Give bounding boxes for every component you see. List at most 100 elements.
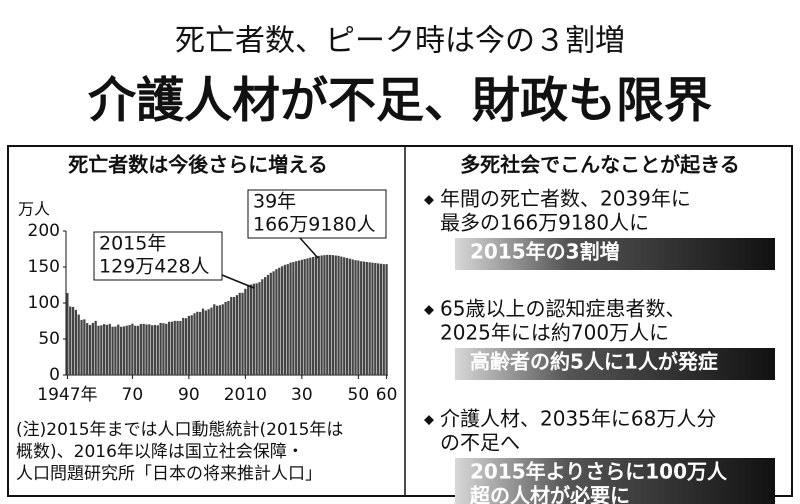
bar: [153, 324, 157, 375]
bar: [371, 262, 374, 375]
note: (注)2015年までは人口動態統計(2015年は: [16, 420, 343, 440]
bar: [306, 258, 309, 375]
annotation-leader: [221, 274, 255, 289]
note: 概数)、2016年以降は国立社会保障・: [16, 442, 304, 462]
bar: [247, 284, 250, 375]
bar: [196, 311, 199, 375]
highlight-text: 超の人材が必要に: [469, 484, 630, 504]
bar: [119, 326, 123, 375]
bar: [241, 292, 244, 375]
annotation-text: 129万428人: [99, 256, 210, 278]
bullet: ◆: [424, 193, 434, 208]
chart-title: 死亡者数は今後さらに増える: [68, 153, 327, 177]
bar: [179, 320, 182, 375]
bar: [323, 255, 326, 375]
bar: [348, 258, 351, 375]
y-tick-label: 150: [28, 257, 60, 277]
bar: [199, 311, 202, 375]
bullet: ◆: [424, 303, 434, 318]
bar: [94, 320, 97, 375]
annotation-text: 39年: [253, 191, 296, 213]
bar: [103, 324, 106, 375]
bar: [193, 313, 196, 375]
bar: [360, 261, 363, 375]
bar: [151, 325, 154, 375]
bar: [317, 255, 320, 375]
bar: [97, 325, 100, 375]
bar: [328, 254, 332, 375]
bar: [182, 317, 185, 375]
bar: [244, 288, 247, 375]
bar: [362, 261, 366, 375]
bar: [365, 261, 368, 375]
bar: [156, 325, 159, 375]
bar: [148, 324, 151, 375]
bar: [232, 296, 236, 375]
bar: [227, 300, 230, 375]
bar: [320, 255, 323, 375]
bar: [334, 255, 337, 375]
x-tick-label: 60: [376, 385, 398, 405]
bar: [252, 283, 255, 375]
x-tick-label: 50: [348, 385, 370, 405]
bar: [125, 325, 128, 375]
bar: [173, 320, 176, 375]
bar: [86, 323, 89, 375]
bar: [382, 264, 385, 375]
bar: [139, 323, 142, 375]
bar: [131, 323, 134, 375]
bar: [376, 263, 380, 375]
bar: [272, 271, 275, 375]
highlight-box: [455, 348, 775, 380]
headline: 介護人材が不足、財政も限界: [88, 73, 712, 129]
item-text: 年間の死亡者数、2039年に: [440, 187, 691, 211]
bar: [184, 318, 188, 375]
bar: [159, 322, 162, 375]
bar: [340, 256, 343, 375]
annotation-text: 166万9180人: [253, 214, 376, 236]
x-tick-label: 2010: [224, 385, 267, 405]
bar: [278, 267, 281, 375]
annotation-text: 2015年: [99, 233, 166, 255]
bar: [374, 263, 377, 375]
bar: [215, 305, 219, 375]
bar: [343, 257, 346, 375]
bar: [165, 323, 168, 375]
bar: [235, 295, 239, 375]
bar: [312, 256, 315, 375]
bar: [145, 324, 148, 375]
annotation-leader: [299, 237, 319, 259]
bar: [201, 308, 205, 375]
bar: [80, 319, 83, 375]
bar: [117, 324, 120, 375]
bar: [69, 306, 72, 375]
bar: [207, 309, 210, 375]
bar: [337, 255, 340, 375]
bar: [238, 292, 241, 375]
bar: [224, 301, 227, 375]
highlight-text: 高齢者の約5人に1人が発症: [470, 350, 718, 374]
highlight-text: 2015年よりさらに100万人: [470, 460, 728, 484]
bar: [309, 257, 312, 375]
annotation-box: [93, 231, 223, 281]
bar: [162, 323, 165, 375]
bar: [280, 266, 284, 375]
bar: [345, 258, 349, 375]
bar: [221, 304, 224, 375]
annotation-box: [247, 189, 387, 239]
bar: [379, 263, 383, 375]
bar: [326, 254, 329, 375]
highlight-text: 2015年の3割増: [470, 240, 620, 264]
bar: [210, 307, 213, 375]
bar: [283, 264, 287, 375]
x-tick-label: 70: [122, 385, 144, 405]
item-text: 65歳以上の認知症患者数、: [440, 297, 685, 321]
bar: [142, 323, 145, 375]
highlight-box: [455, 238, 775, 270]
bar: [128, 325, 131, 375]
bar: [91, 322, 94, 375]
bar: [71, 306, 75, 375]
item-text: 最多の166万9180人に: [440, 211, 649, 235]
